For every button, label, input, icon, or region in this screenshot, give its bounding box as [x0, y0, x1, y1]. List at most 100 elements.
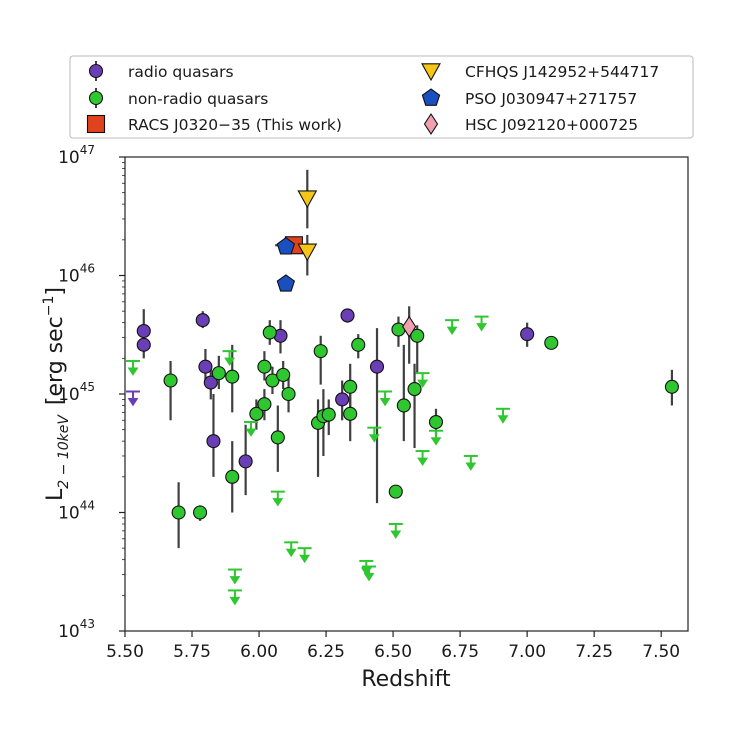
y-tick-label: 1045 [58, 380, 95, 405]
y-axis-title-unit: [erg sec [43, 316, 68, 405]
upper-limit-arrow [272, 498, 284, 507]
y-tick-base: 10 [58, 622, 80, 642]
legend-label: PSO J030947+271757 [465, 90, 637, 108]
point-non-radio-quasars [343, 379, 358, 394]
upper-limit-arrow [224, 357, 236, 367]
y-tick-base: 10 [58, 267, 80, 287]
upper-limit-non-radio-quasars [297, 547, 312, 564]
legend-label: radio quasars [128, 63, 234, 81]
point-non-radio-quasars [410, 328, 425, 343]
point-radio-quasars [369, 359, 385, 374]
y-tick-exponent: 44 [80, 499, 95, 513]
x-axis-ticks: 5.50 5.75 6.00 6.25 6.50 6.75 7.00 7.25 7.50 [106, 631, 680, 662]
x-tick-label: 6.25 [307, 642, 345, 662]
point-non-radio-quasars [249, 406, 264, 421]
point-non-radio-quasars [313, 344, 328, 359]
upper-limit-arrow [363, 573, 375, 582]
point-non-radio-quasars [270, 430, 285, 445]
point-radio-quasars [203, 375, 218, 390]
y-axis-title-unit-close: ] [43, 287, 68, 296]
point-radio-quasars [198, 359, 213, 374]
upper-limit-arrow [368, 434, 380, 443]
upper-limit-non-radio-quasars [496, 407, 511, 424]
point-radio-quasars [136, 323, 151, 339]
upper-limit-arrow [417, 457, 429, 467]
upper-limit-non-radio-quasars [126, 359, 141, 376]
y-tick-label: 1047 [58, 143, 95, 168]
legend-entry-cfhqs-j142952-544717: CFHQS J142952+544717 [421, 63, 659, 82]
upper-limit-arrow [229, 596, 241, 606]
point-radio-quasars [136, 337, 151, 352]
legend-label: CFHQS J142952+544717 [465, 63, 659, 81]
point-non-radio-quasars [544, 335, 559, 350]
legend-marker [421, 88, 441, 106]
legend-label: non-radio quasars [128, 90, 268, 108]
x-tick-label: 6.50 [374, 642, 412, 662]
point-non-radio-quasars [262, 325, 277, 340]
upper-limit-arrow [446, 326, 458, 336]
point-non-radio-quasars [407, 382, 422, 397]
legend-entry-hsc-j092120-000725: HSC J092120+000725 [423, 112, 638, 136]
point-non-radio-quasars [225, 469, 240, 484]
x-tick-label: 5.75 [173, 642, 211, 662]
legend-marker [88, 63, 104, 79]
point-radio-quasars [206, 434, 221, 449]
data-points [136, 190, 679, 520]
x-tick-label: 7.00 [508, 642, 546, 662]
point-radio-quasars [520, 327, 535, 342]
x-tick-label: 7.50 [642, 642, 680, 662]
upper-limit-arrow [229, 576, 241, 585]
x-tick-label: 5.50 [106, 642, 144, 662]
point-radio-quasars [340, 308, 355, 323]
upper-limit-radio-quasars [126, 390, 141, 407]
upper-limit-arrow [299, 554, 311, 564]
point-non-radio-quasars [163, 373, 178, 388]
legend-entries: radio quasars non-radio quasars RACS J0320… [86, 61, 659, 136]
y-axis-title-main: L [43, 488, 68, 501]
y-tick-label: 1043 [58, 617, 95, 642]
point-non-radio-quasars [664, 379, 679, 394]
point-non-radio-quasars [391, 322, 406, 337]
point-non-radio-quasars [351, 337, 366, 352]
point-cfhqs-j142952-544717 [297, 190, 318, 209]
upper-limit-non-radio-quasars [222, 350, 237, 367]
upper-limit-non-radio-quasars [244, 421, 259, 437]
y-tick-base: 10 [58, 504, 80, 524]
upper-limit-arrow [245, 428, 257, 437]
x-tick-label: 7.25 [575, 642, 613, 662]
upper-limit-non-radio-quasars [463, 454, 478, 471]
point-cfhqs-j142952-544717 [297, 243, 318, 262]
legend-entry-pso-j030947-271757: PSO J030947+271757 [421, 88, 637, 108]
upper-limit-non-radio-quasars [378, 390, 393, 407]
upper-limit-non-radio-quasars [388, 522, 403, 539]
upper-limit-non-radio-quasars [367, 426, 382, 443]
point-non-radio-quasars [321, 407, 336, 422]
upper-limit-non-radio-quasars [227, 568, 242, 585]
upper-limit-arrow [285, 548, 297, 558]
error-bars [142, 169, 674, 549]
point-non-radio-quasars [428, 414, 444, 430]
upper-limit-arrow [476, 323, 488, 332]
y-axis-title-sub: 2 − 10keV [56, 414, 72, 489]
point-radio-quasars [238, 454, 253, 469]
point-non-radio-quasars [257, 397, 272, 412]
legend-marker [423, 112, 439, 136]
point-pso-j030947-271757 [276, 237, 296, 255]
point-non-radio-quasars [388, 484, 403, 499]
y-tick-label: 1044 [58, 499, 95, 524]
legend-entry-racs-j0320-35-this-work: RACS J0320−35 (This work) [86, 114, 342, 134]
upper-limit-non-radio-quasars [227, 589, 242, 606]
x-tick-label: 6.75 [441, 642, 479, 662]
upper-limit-arrow [497, 415, 509, 424]
upper-limit-arrow [127, 367, 139, 376]
plot-layer [126, 169, 679, 606]
legend-label: HSC J092120+000725 [465, 116, 638, 134]
upper-limit-non-radio-quasars [359, 559, 374, 576]
upper-limit-arrow [379, 398, 391, 407]
upper-limit-arrow [127, 398, 139, 407]
x-axis-title: Redshift [361, 667, 451, 692]
upper-limit-non-radio-quasars [415, 372, 430, 389]
legend-marker [86, 114, 106, 134]
